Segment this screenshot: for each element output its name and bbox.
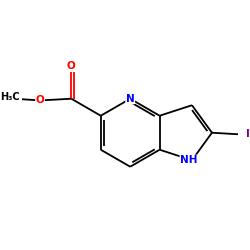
Text: O: O xyxy=(36,96,44,106)
Text: NH: NH xyxy=(180,155,198,165)
Text: I: I xyxy=(246,130,250,140)
Text: N: N xyxy=(126,94,134,104)
Text: H₃C: H₃C xyxy=(0,92,20,102)
Text: O: O xyxy=(67,62,76,72)
